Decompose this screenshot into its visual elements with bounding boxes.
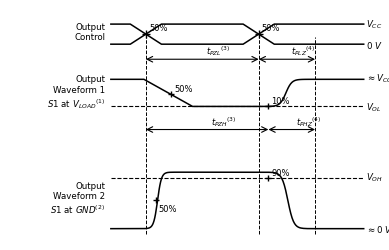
- Text: 50%: 50%: [149, 24, 168, 32]
- Text: 90%: 90%: [272, 168, 290, 177]
- Text: Output
Control: Output Control: [74, 23, 105, 42]
- Text: 10%: 10%: [272, 97, 290, 106]
- Text: $0\ V$: $0\ V$: [366, 40, 382, 50]
- Text: 50%: 50%: [158, 204, 177, 213]
- Text: $\approx 0\ V$: $\approx 0\ V$: [366, 223, 389, 234]
- Text: Output
Waveform 1
$S1$ at $V_{LOAD}{}^{(1)}$: Output Waveform 1 $S1$ at $V_{LOAD}{}^{(…: [47, 75, 105, 110]
- Text: 50%: 50%: [262, 24, 280, 32]
- Text: 50%: 50%: [174, 85, 193, 94]
- Text: $V_{OH}$: $V_{OH}$: [366, 171, 383, 183]
- Text: $V_{OL}$: $V_{OL}$: [366, 101, 381, 113]
- Text: $t_{PZL}{}^{(3)}$: $t_{PZL}{}^{(3)}$: [206, 44, 230, 58]
- Text: $V_{CC}$: $V_{CC}$: [366, 19, 382, 31]
- Text: Output
Waveform 2
$S1$ at $GND{}^{(2)}$: Output Waveform 2 $S1$ at $GND{}^{(2)}$: [50, 181, 105, 215]
- Text: $t_{PLZ}{}^{(4)}$: $t_{PLZ}{}^{(4)}$: [291, 44, 315, 58]
- Text: $\approx V_{CC}$: $\approx V_{CC}$: [366, 72, 389, 85]
- Text: $t_{PZH}{}^{(3)}$: $t_{PZH}{}^{(3)}$: [211, 114, 237, 128]
- Text: $t_{PHZ}{}^{(4)}$: $t_{PHZ}{}^{(4)}$: [296, 114, 321, 128]
